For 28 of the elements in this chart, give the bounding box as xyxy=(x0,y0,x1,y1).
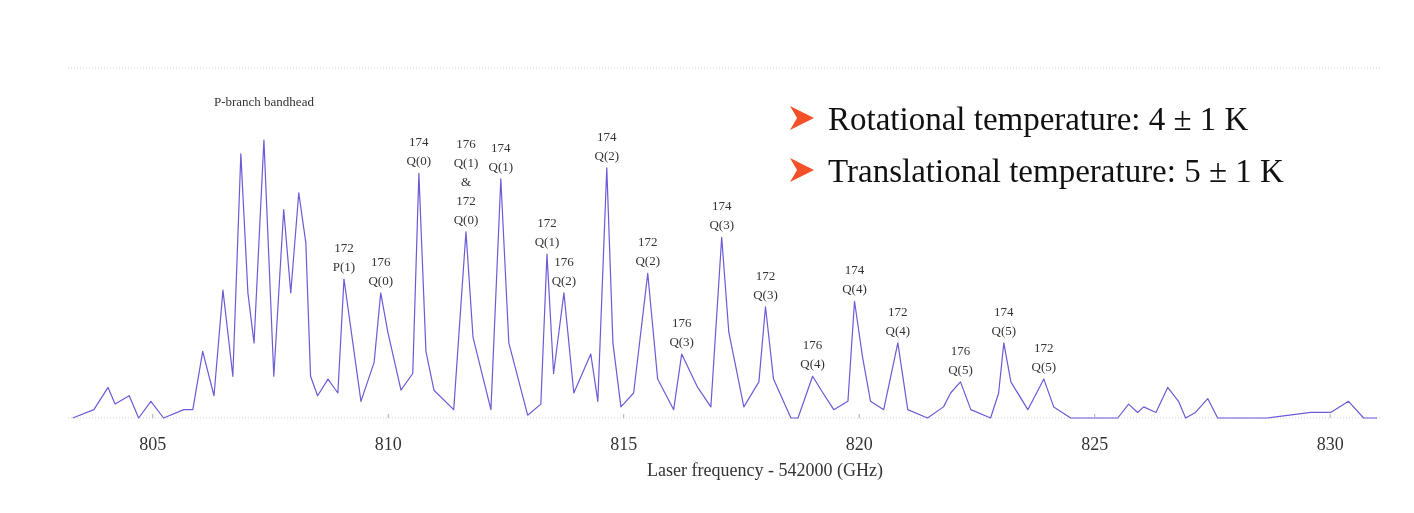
x-axis-title: Laser frequency - 542000 (GHz) xyxy=(647,460,883,481)
annotation: 176 Q(5) xyxy=(948,342,973,377)
x-tick-label: 815 xyxy=(610,434,638,454)
annotation: 174 Q(0) xyxy=(406,134,432,169)
annotation: 172 Q(4) xyxy=(885,303,911,338)
x-tick-label: 805 xyxy=(139,434,167,454)
annotation: 176 Q(2) xyxy=(551,253,577,288)
annotation: 176 Q(3) xyxy=(669,315,694,350)
annotation: 172 Q(5) xyxy=(1031,340,1057,375)
x-tick-label: 825 xyxy=(1081,434,1109,454)
x-tick-label: 820 xyxy=(845,434,873,454)
annotation: 172 Q(1) xyxy=(534,214,560,249)
x-tick-label: 810 xyxy=(374,434,402,454)
annotation: 174 Q(2) xyxy=(594,128,620,163)
text: Rotational temperature: 4 ± 1 K xyxy=(828,101,1249,137)
annotation: 176 Q(0) xyxy=(368,253,393,288)
annotation: P-branch bandhead xyxy=(213,94,315,109)
x-tick-label: 830 xyxy=(1316,434,1344,454)
annotation: 176 Q(4) xyxy=(800,337,825,372)
annotation: 172 Q(3) xyxy=(753,267,778,302)
annotation: 174 Q(5) xyxy=(991,303,1017,338)
annotation: 176 Q(1) & 172 Q(0) xyxy=(453,135,479,227)
annotation: 174 Q(3) xyxy=(709,198,734,233)
annotation: 172 P(1) xyxy=(332,240,356,274)
annotation: 174 Q(4) xyxy=(842,262,867,297)
annotation: 172 Q(2) xyxy=(635,234,661,269)
annotation: Translational temperature: 5 ± 1 K xyxy=(828,153,1285,189)
annotation: 174 Q(1) xyxy=(488,139,514,174)
